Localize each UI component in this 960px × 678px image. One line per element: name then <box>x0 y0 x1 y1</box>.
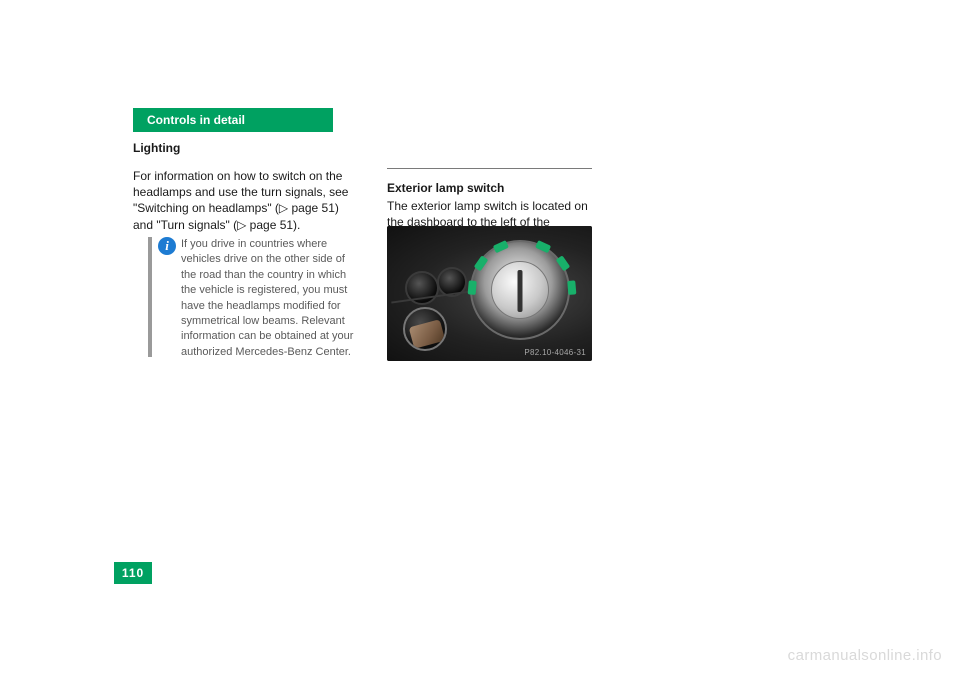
page-number-badge: 110 <box>114 562 152 584</box>
figure-inset-hand <box>403 307 447 351</box>
intro-paragraph: For information on how to switch on the … <box>133 168 358 233</box>
manual-page: Controls in detail Lighting For informat… <box>0 0 960 678</box>
gauge-cluster <box>397 261 472 311</box>
dial-mark <box>468 280 477 295</box>
watermark-text: carmanualsonline.info <box>788 647 942 664</box>
infobox-bar <box>148 237 152 357</box>
lamp-switch-dial <box>470 240 570 340</box>
dial-mark <box>567 280 576 295</box>
lamp-switch-knob <box>491 261 549 319</box>
figure-reference-code: P82.10-4046-31 <box>524 348 586 357</box>
section-tab-label: Controls in detail <box>147 113 245 127</box>
exterior-lamp-switch-figure: P82.10-4046-31 <box>387 226 592 361</box>
page-number: 110 <box>122 566 144 580</box>
infobox-text: If you drive in countries where vehicles… <box>181 237 357 360</box>
infobox: If you drive in countries where vehicles… <box>157 237 357 360</box>
section-tab: Controls in detail <box>133 108 333 132</box>
knob-indicator-slot <box>518 270 523 312</box>
hand-graphic <box>409 319 446 349</box>
exterior-heading: Exterior lamp switch <box>387 168 592 195</box>
section-title: Lighting <box>133 141 180 155</box>
